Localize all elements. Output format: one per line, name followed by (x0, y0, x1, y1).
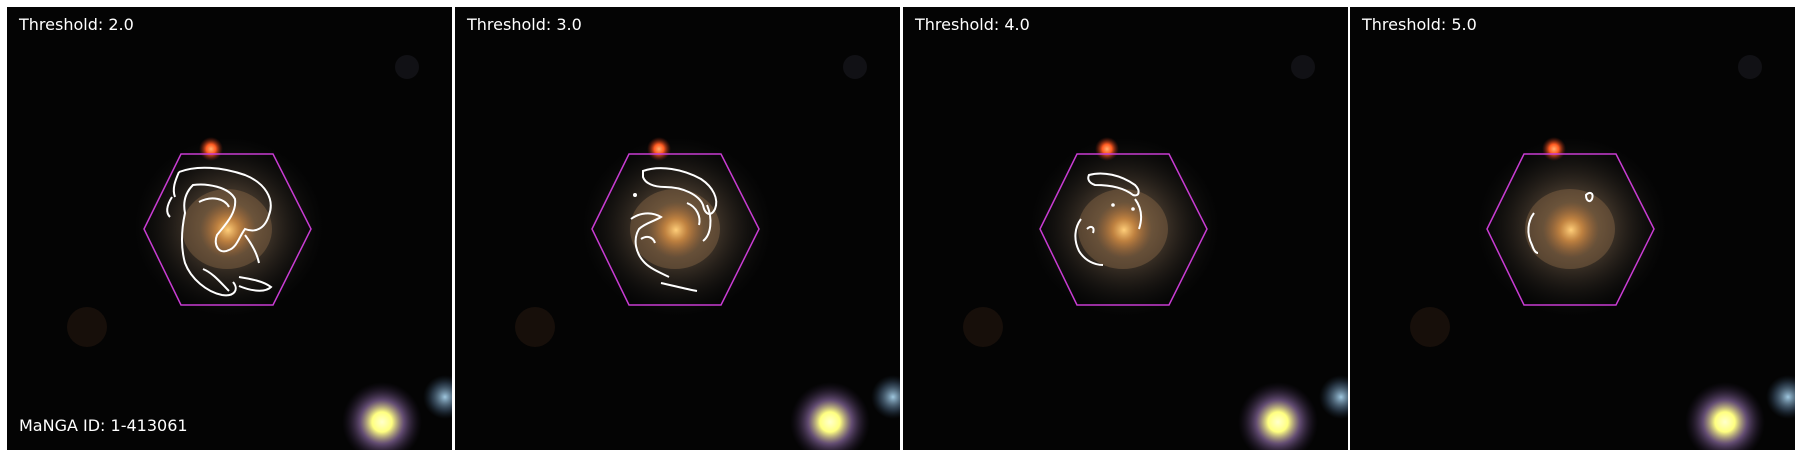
ifu-hexagon (1486, 153, 1655, 306)
contour-lines (1527, 191, 1594, 254)
threshold-label: Threshold: 3.0 (467, 15, 582, 34)
image-panel-threshold-5: Threshold: 5.0 (1350, 7, 1795, 450)
image-panel-threshold-4: Threshold: 4.0 (903, 7, 1348, 450)
ifu-hexagon (1039, 153, 1208, 306)
image-panel-threshold-3: Threshold: 3.0 (455, 7, 900, 450)
ifu-hexagon (591, 153, 760, 306)
ifu-hexagon (143, 153, 312, 306)
galaxy-image (1350, 7, 1795, 450)
galaxy-image (7, 7, 452, 450)
contour-lines (1074, 172, 1143, 266)
contour-lines (166, 166, 273, 297)
manga-id-label: MaNGA ID: 1-413061 (19, 416, 188, 435)
threshold-label: Threshold: 2.0 (19, 15, 134, 34)
image-panel-threshold-2: Threshold: 2.0 MaNGA ID: 1-413061 (7, 7, 452, 450)
threshold-label: Threshold: 4.0 (915, 15, 1030, 34)
contour-lines (630, 167, 718, 292)
galaxy-image (455, 7, 900, 450)
threshold-label: Threshold: 5.0 (1362, 15, 1477, 34)
galaxy-image (903, 7, 1348, 450)
